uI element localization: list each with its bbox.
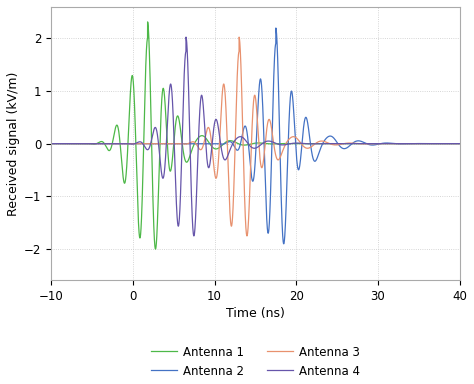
Antenna 4 [196, 121, 202, 125]
Antenna 2 [196, 141, 202, 146]
Antenna 3 [48, 141, 54, 146]
Antenna 1 [457, 141, 463, 146]
Antenna 4 [351, 141, 357, 146]
Antenna 2 [308, 144, 314, 149]
Antenna 2 [290, 99, 296, 103]
Antenna 4 [373, 141, 379, 146]
Antenna 1 [308, 141, 314, 146]
Antenna 1 [351, 141, 357, 146]
Antenna 2 [281, 242, 287, 246]
Antenna 2 [273, 26, 279, 30]
Antenna 2 [373, 142, 379, 147]
Antenna 1 [69, 141, 74, 146]
Antenna 1 [48, 141, 54, 146]
Antenna 3 [290, 134, 296, 139]
Antenna 1 [290, 141, 296, 146]
Antenna 1 [373, 141, 379, 146]
Antenna 2 [457, 141, 463, 146]
Antenna 2 [351, 140, 357, 144]
Antenna 4 [48, 141, 54, 146]
Antenna 2 [48, 141, 54, 146]
Y-axis label: Received signal (kV/m): Received signal (kV/m) [7, 71, 20, 216]
Antenna 1 [145, 20, 150, 24]
Antenna 1 [153, 247, 158, 252]
Antenna 2 [69, 141, 74, 146]
Antenna 4 [457, 141, 463, 146]
Antenna 3 [244, 233, 250, 238]
Antenna 4 [69, 141, 74, 146]
Line: Antenna 1: Antenna 1 [51, 22, 460, 249]
Antenna 4 [308, 142, 314, 146]
Antenna 3 [69, 141, 74, 146]
Antenna 3 [351, 141, 357, 146]
Antenna 4 [290, 141, 296, 146]
X-axis label: Time (ns): Time (ns) [226, 307, 285, 320]
Antenna 3 [196, 146, 202, 151]
Antenna 3 [308, 145, 314, 149]
Antenna 3 [373, 141, 379, 146]
Line: Antenna 2: Antenna 2 [51, 28, 460, 244]
Antenna 1 [196, 134, 202, 139]
Legend: Antenna 1, Antenna 2, Antenna 3, Antenna 4: Antenna 1, Antenna 2, Antenna 3, Antenna… [146, 341, 365, 382]
Line: Antenna 4: Antenna 4 [51, 37, 460, 236]
Antenna 3 [236, 35, 242, 40]
Antenna 3 [457, 141, 463, 146]
Line: Antenna 3: Antenna 3 [51, 37, 460, 236]
Antenna 4 [191, 233, 197, 238]
Antenna 4 [183, 35, 189, 40]
